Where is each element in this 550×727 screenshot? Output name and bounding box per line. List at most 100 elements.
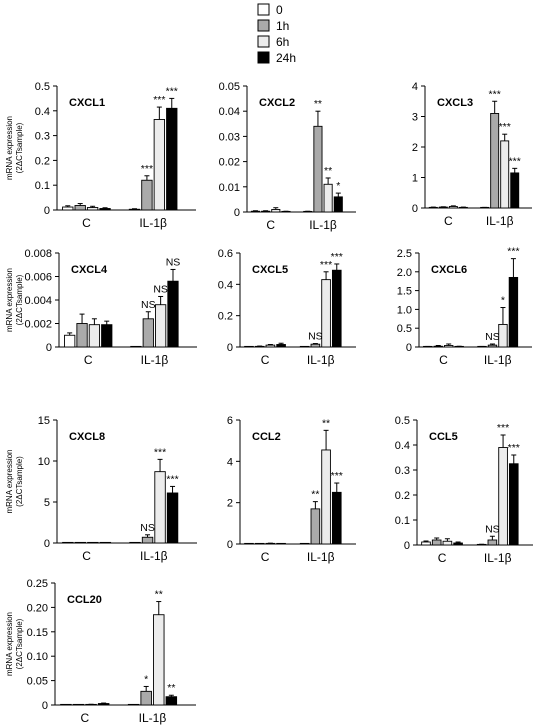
y-tick-label: 0.10	[27, 651, 48, 663]
legend-swatch	[257, 3, 270, 16]
category-label: IL-1β	[141, 353, 169, 367]
y-tick-label: 0.1	[35, 180, 50, 192]
bar	[140, 690, 152, 706]
y-axis-label: mRNA expression	[5, 268, 14, 332]
bar	[331, 491, 342, 545]
category-label: C	[261, 353, 270, 367]
y-tick-label: 2	[412, 142, 418, 154]
y-axis-label: mRNA expression	[5, 612, 14, 676]
significance-label: ***	[331, 251, 343, 263]
bar	[444, 345, 454, 348]
significance-label: ***	[166, 85, 178, 97]
bar	[153, 614, 165, 706]
y-tick-label: 0	[404, 540, 410, 552]
bar	[271, 209, 281, 213]
y-tick-label: 0.25	[27, 578, 48, 590]
bar	[62, 206, 74, 211]
significance-label: **	[322, 417, 330, 429]
y-tick-label: 0	[406, 342, 412, 354]
bar	[487, 344, 498, 348]
bar	[86, 207, 99, 211]
y-tick-label: 10	[38, 456, 50, 468]
bar	[153, 119, 166, 211]
y-tick-label: 6	[227, 415, 233, 427]
bar	[508, 276, 519, 348]
y-tick-label: 0	[44, 205, 50, 217]
bar	[141, 536, 154, 544]
y-tick-label: 15	[38, 415, 50, 427]
y-tick-label: 0.2	[35, 155, 50, 167]
panel-title: CXCL1	[69, 97, 105, 109]
bar	[421, 541, 431, 546]
y-tick-label: 0.4	[35, 106, 50, 118]
category-label: IL-1β	[140, 549, 168, 563]
chart-panel-cxcl3: 0 1 2 3 4 CXCL3 C *** *** *** IL-1β	[412, 81, 532, 228]
legend-label: 24h	[276, 51, 296, 65]
significance-label: NS	[140, 522, 155, 534]
bar	[276, 344, 286, 348]
y-tick-label: 5	[44, 497, 50, 509]
significance-label: ***	[507, 246, 519, 258]
y-tick-label: 3	[412, 112, 418, 124]
bar	[333, 196, 343, 213]
bar	[166, 107, 178, 211]
category-label: IL-1β	[484, 353, 512, 367]
y-axis-label-unit: (2ΔCTsample)	[15, 274, 24, 325]
y-tick-label: 0.2	[218, 311, 233, 323]
y-tick-label: 0	[44, 538, 50, 550]
y-tick-label: 2	[227, 498, 233, 510]
significance-label: NS	[308, 331, 323, 343]
bar	[64, 334, 76, 348]
significance-label: ***	[166, 473, 178, 485]
significance-label: ***	[320, 259, 332, 271]
significance-label: **	[167, 682, 175, 694]
y-tick-label: 0	[42, 700, 48, 712]
chart-panel-ccl20: 00.050.100.150.200.25CCL20C*****IL-1βmRN…	[5, 578, 196, 725]
bar	[265, 344, 276, 348]
bar	[431, 539, 442, 546]
panel-title: CCL5	[429, 431, 458, 443]
y-axis-label-unit: (2ΔCTsample)	[15, 122, 24, 173]
category-label: IL-1β	[307, 550, 335, 564]
bar	[154, 471, 166, 544]
y-tick-label: 0.03	[219, 131, 240, 143]
significance-label: NS	[141, 299, 156, 311]
bar	[508, 463, 519, 546]
bar	[323, 183, 333, 213]
y-tick-label: 0.04	[219, 106, 240, 118]
significance-label: ***	[497, 422, 509, 434]
significance-label: ***	[508, 442, 520, 454]
bar	[99, 208, 111, 211]
y-axis-label: mRNA expression	[5, 449, 14, 513]
bar	[141, 179, 153, 211]
bar	[130, 345, 142, 348]
bar	[165, 696, 178, 706]
category-label: IL-1β	[309, 218, 337, 232]
category-label: C	[266, 218, 275, 232]
bar	[88, 324, 101, 348]
y-tick-label: 0.02	[219, 157, 240, 169]
y-tick-label: 0.15	[27, 627, 48, 639]
y-tick-label: 0.01	[219, 182, 240, 194]
significance-label: ***	[331, 470, 343, 482]
bar	[331, 269, 342, 348]
y-tick-label: 0.5	[397, 323, 412, 335]
bar	[442, 540, 453, 546]
y-tick-label: 0	[46, 342, 52, 354]
bar	[448, 206, 458, 209]
bar	[453, 542, 463, 546]
category-label: IL-1β	[486, 214, 514, 228]
bar	[498, 323, 508, 348]
y-tick-label: 0.4	[218, 279, 233, 291]
panel-title: CXCL2	[259, 97, 295, 109]
legend-swatch	[257, 51, 270, 64]
category-label: IL-1β	[139, 216, 167, 230]
panel-title: CXCL4	[71, 264, 108, 276]
bar	[74, 205, 86, 211]
category-label: IL-1β	[139, 711, 167, 725]
y-axis-label-unit: (2ΔCTsample)	[15, 618, 24, 669]
y-tick-label: 0	[227, 539, 233, 551]
panel-title: CCL2	[252, 431, 281, 443]
